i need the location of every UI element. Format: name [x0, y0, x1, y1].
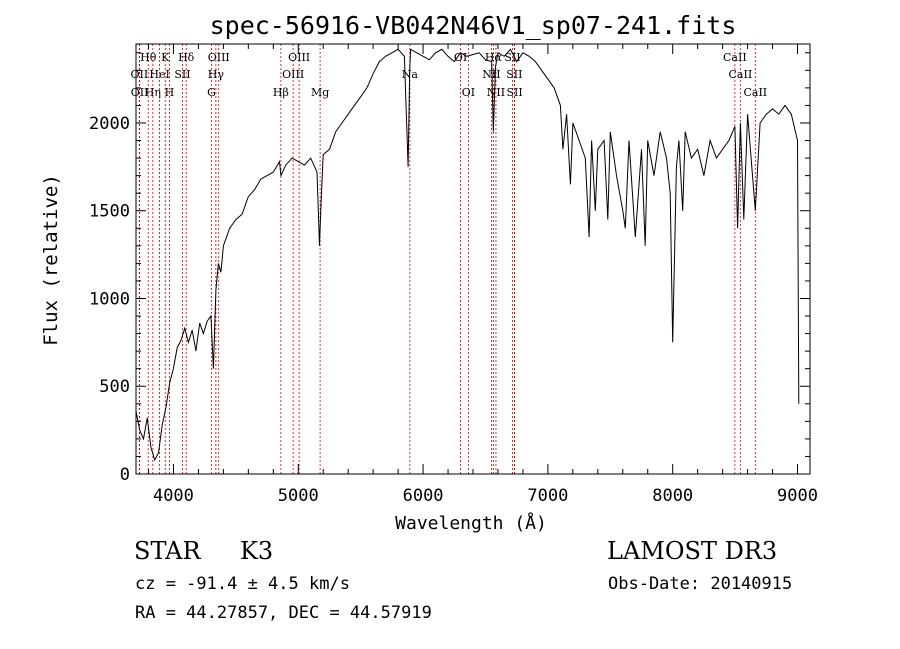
- x-tick-label-0: 4000: [153, 486, 194, 506]
- line-label-0: OII: [131, 68, 149, 81]
- line-label-4: HeI: [149, 68, 169, 81]
- line-label-5: K: [161, 51, 170, 64]
- y-tick-label-0: 0: [120, 465, 130, 485]
- survey-name: LAMOST DR3: [607, 537, 778, 565]
- object-class: STAR: [134, 537, 201, 565]
- line-label-14: OIII: [282, 68, 304, 81]
- line-label-24: SII: [506, 86, 522, 99]
- x-axis-ticks: 4000 5000 6000 7000 8000 9000: [147, 44, 818, 506]
- y-axis-ticks: 0 500 1000 1500 2000: [89, 52, 810, 485]
- x-tick-label-4: 8000: [652, 486, 693, 506]
- line-label-18: OI: [462, 86, 475, 99]
- line-label-9: OIII: [208, 51, 230, 64]
- line-label-13: OIII: [288, 51, 310, 64]
- emission-line-markers: [138, 44, 756, 474]
- y-tick-label-1: 500: [99, 377, 130, 397]
- x-tick-label-3: 7000: [527, 486, 568, 506]
- line-label-12: Hβ: [273, 86, 289, 99]
- emission-line-labels: OII OII Hθ Hη HeI K SII H Hδ OIII Hγ G Hβ OIII OIII Mg N…: [131, 51, 768, 99]
- line-label-11: G: [207, 86, 216, 99]
- x-tick-label-2: 6000: [403, 486, 444, 506]
- line-label-7: H: [165, 86, 175, 99]
- line-label-26: CaII: [729, 68, 753, 81]
- redshift-cz: cz = -91.4 ± 4.5 km/s: [135, 574, 350, 594]
- x-tick-label-1: 5000: [278, 486, 319, 506]
- line-label-15: Mg: [311, 86, 329, 99]
- line-label-6: SII: [174, 68, 190, 81]
- flux-series-line: [135, 48, 800, 462]
- line-label-21: NII: [487, 86, 505, 99]
- line-label-25: CaII: [723, 51, 747, 64]
- line-label-19: Hα: [485, 51, 503, 64]
- y-tick-label-3: 1500: [89, 202, 130, 222]
- y-tick-label-2: 1000: [89, 289, 130, 309]
- line-label-8: Hδ: [178, 51, 195, 64]
- x-axis-label: Wavelength (Å): [395, 512, 547, 534]
- line-label-1: OII: [131, 86, 149, 99]
- x-tick-label-5: 9000: [777, 486, 818, 506]
- ra-dec: RA = 44.27857, DEC = 44.57919: [135, 603, 432, 623]
- line-label-3: Hη: [145, 86, 161, 99]
- line-label-27: CaII: [743, 86, 767, 99]
- observation-date: Obs-Date: 20140915: [608, 574, 793, 594]
- line-label-2: Hθ: [140, 51, 157, 64]
- plot-frame: [135, 43, 811, 475]
- line-label-23: SII: [506, 68, 522, 81]
- chart-title: spec-56916-VB042N46V1_sp07-241.fits: [210, 11, 737, 40]
- object-subclass: K3: [240, 537, 274, 565]
- line-label-10: Hγ: [208, 68, 225, 81]
- y-axis-label: Flux (relative): [40, 174, 62, 346]
- y-tick-label-4: 2000: [89, 114, 130, 134]
- line-label-20: NII: [482, 68, 500, 81]
